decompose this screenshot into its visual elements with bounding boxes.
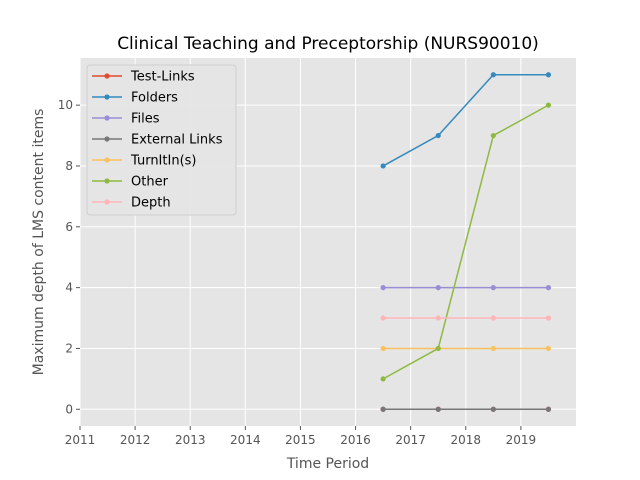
data-point bbox=[545, 345, 552, 352]
legend-marker bbox=[104, 115, 110, 121]
legend-item: Files bbox=[92, 112, 160, 127]
series-line bbox=[382, 73, 549, 167]
data-point bbox=[380, 315, 386, 321]
legend-label: Depth bbox=[131, 196, 171, 211]
legend-marker bbox=[104, 199, 110, 205]
data-point bbox=[380, 163, 386, 169]
data-point bbox=[380, 345, 386, 352]
data-point bbox=[545, 72, 552, 78]
x-tick-label: 2016 bbox=[340, 433, 371, 447]
series-external-links bbox=[380, 406, 552, 412]
y-tick-label: 8 bbox=[65, 159, 73, 173]
legend-item: TurnItIn(s) bbox=[92, 154, 196, 169]
data-point bbox=[435, 406, 441, 412]
legend-item: Test-Links bbox=[92, 70, 195, 85]
data-point bbox=[380, 285, 386, 291]
y-tick-label: 0 bbox=[65, 402, 73, 416]
legend-label: Files bbox=[131, 112, 160, 127]
data-point bbox=[490, 72, 496, 78]
data-point bbox=[545, 102, 552, 108]
y-tick-label: 6 bbox=[65, 220, 73, 234]
legend-marker bbox=[104, 157, 110, 163]
x-tick-label: 2019 bbox=[506, 433, 537, 447]
legend: Test-Links Folders Files External Links Turn… bbox=[86, 64, 237, 216]
legend-label: Test-Links bbox=[130, 70, 195, 85]
x-tick-label: 2018 bbox=[451, 433, 482, 447]
legend-item: External Links bbox=[92, 133, 223, 148]
x-tick-label: 2011 bbox=[65, 433, 96, 447]
data-point bbox=[545, 315, 552, 321]
x-axis: 2011 2012 2013 2014 2015 2016 2017 2018 2019 bbox=[65, 426, 536, 447]
data-point bbox=[435, 315, 441, 321]
data-point bbox=[545, 285, 552, 291]
data-point bbox=[380, 376, 386, 382]
data-point bbox=[490, 132, 496, 139]
series-other bbox=[380, 102, 552, 382]
data-point bbox=[435, 345, 441, 352]
legend-marker bbox=[104, 94, 110, 100]
legend-item: Folders bbox=[92, 91, 178, 106]
legend-marker bbox=[104, 178, 110, 184]
series-depth bbox=[380, 315, 552, 321]
legend-marker bbox=[104, 73, 110, 79]
legend-item: Other bbox=[92, 175, 169, 190]
legend-label: Other bbox=[131, 175, 169, 190]
legend-label: External Links bbox=[131, 133, 223, 148]
y-axis-label: Maximum depth of LMS content items bbox=[31, 109, 47, 376]
x-tick-label: 2015 bbox=[285, 433, 316, 447]
data-point bbox=[490, 315, 496, 321]
data-point bbox=[380, 406, 386, 412]
legend-label: Folders bbox=[131, 91, 178, 106]
x-tick-label: 2013 bbox=[175, 433, 206, 447]
y-tick-label: 2 bbox=[65, 341, 73, 355]
series-group bbox=[380, 72, 552, 412]
data-point bbox=[490, 406, 496, 412]
legend-item: Depth bbox=[92, 196, 171, 211]
series-files bbox=[380, 285, 552, 291]
legend-label: TurnItIn(s) bbox=[130, 154, 196, 169]
series-line bbox=[382, 104, 549, 380]
y-tick-label: 4 bbox=[65, 281, 73, 295]
series-folders bbox=[380, 72, 552, 169]
chart-title: Clinical Teaching and Preceptorship (NUR… bbox=[117, 34, 539, 54]
data-point bbox=[490, 285, 496, 291]
legend-marker bbox=[104, 136, 110, 142]
data-point bbox=[490, 345, 496, 352]
y-tick-label: 10 bbox=[58, 98, 73, 112]
series-turnitin-s bbox=[380, 345, 552, 352]
data-point bbox=[545, 406, 552, 412]
x-axis-label: Time Period bbox=[286, 456, 369, 472]
x-tick-label: 2014 bbox=[230, 433, 261, 447]
legend-frame bbox=[86, 64, 237, 216]
x-tick-label: 2017 bbox=[395, 433, 426, 447]
data-point bbox=[435, 132, 441, 139]
x-tick-label: 2012 bbox=[120, 433, 151, 447]
y-axis: 0 2 4 6 8 10 bbox=[58, 98, 80, 416]
data-point bbox=[435, 285, 441, 291]
